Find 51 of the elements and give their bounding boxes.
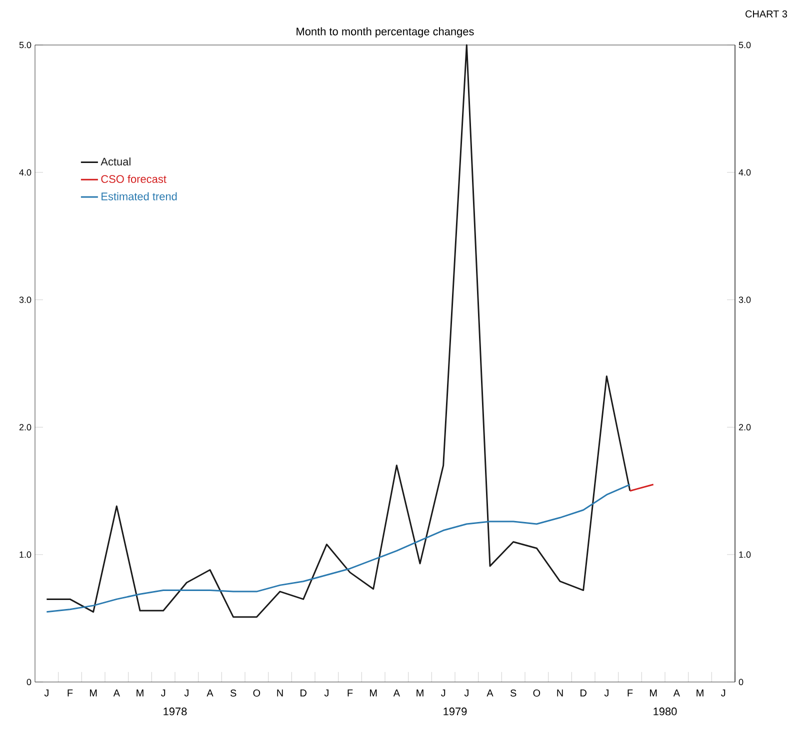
x-tick-label: F [68, 690, 73, 696]
x-tick-label: J [441, 690, 446, 696]
x-tick-label: J [324, 690, 328, 696]
x-tick-label: M [136, 690, 144, 696]
x-tick-label: D [300, 690, 306, 696]
text: 1980 [654, 708, 677, 716]
y-tick-label: 2.0 [738, 424, 751, 430]
y-tick-label: 1.0 [739, 551, 751, 558]
chart-title: Month to month percentage changes [296, 27, 474, 38]
x-tick-label: J [184, 690, 188, 696]
y2-tick-label: 0 [26, 678, 32, 686]
text: 1978 [164, 708, 187, 716]
y2-tick-label: 2.0 [19, 424, 32, 430]
x-tick-label: M [90, 690, 97, 696]
x-tick-label: N [557, 690, 563, 696]
x-tick-label: M [696, 690, 704, 696]
x-tick-label: J [721, 690, 726, 696]
x-tick-label: O [253, 690, 260, 697]
x-tick-label: A [113, 690, 120, 696]
line-series [46, 44, 631, 618]
x-tick-label: S [230, 690, 236, 697]
x-tick-label: A [206, 690, 214, 696]
x-tick-label: S [510, 690, 516, 697]
x-tick-label: J [161, 690, 166, 696]
legend-label: Actual [100, 157, 130, 166]
caption: CHART 3 [746, 10, 788, 18]
y2-tick-label: 1.0 [20, 551, 32, 558]
x-tick-label: A [393, 690, 400, 696]
x-tick-label: M [416, 690, 424, 696]
x-tick-label: M [370, 690, 377, 696]
y-tick-label: 0 [738, 678, 744, 686]
x-tick-label: M [650, 690, 657, 696]
text: 1979 [444, 708, 467, 716]
legend-label: CSO forecast [101, 174, 166, 183]
x-tick-label: F [348, 690, 353, 696]
x-tick-label: J [604, 690, 608, 696]
y2-tick-label: 5.0 [19, 42, 32, 48]
x-tick-label: A [486, 690, 494, 696]
x-tick-label: J [44, 690, 48, 696]
legend-label: Estimated trend [102, 192, 177, 200]
x-tick-label: A [673, 690, 680, 696]
x-tick-label: O [533, 690, 540, 697]
y2-tick-label: 3.0 [19, 296, 32, 303]
y-tick-label: 3.0 [738, 296, 751, 303]
y2-tick-label: 4.0 [19, 169, 32, 176]
x-tick-label: F [628, 690, 633, 696]
y-tick-label: 5.0 [738, 42, 751, 48]
x-tick-label: J [464, 690, 468, 696]
y-tick-label: 4.0 [738, 169, 751, 176]
x-tick-label: N [277, 690, 283, 696]
x-tick-label: D [580, 690, 586, 696]
